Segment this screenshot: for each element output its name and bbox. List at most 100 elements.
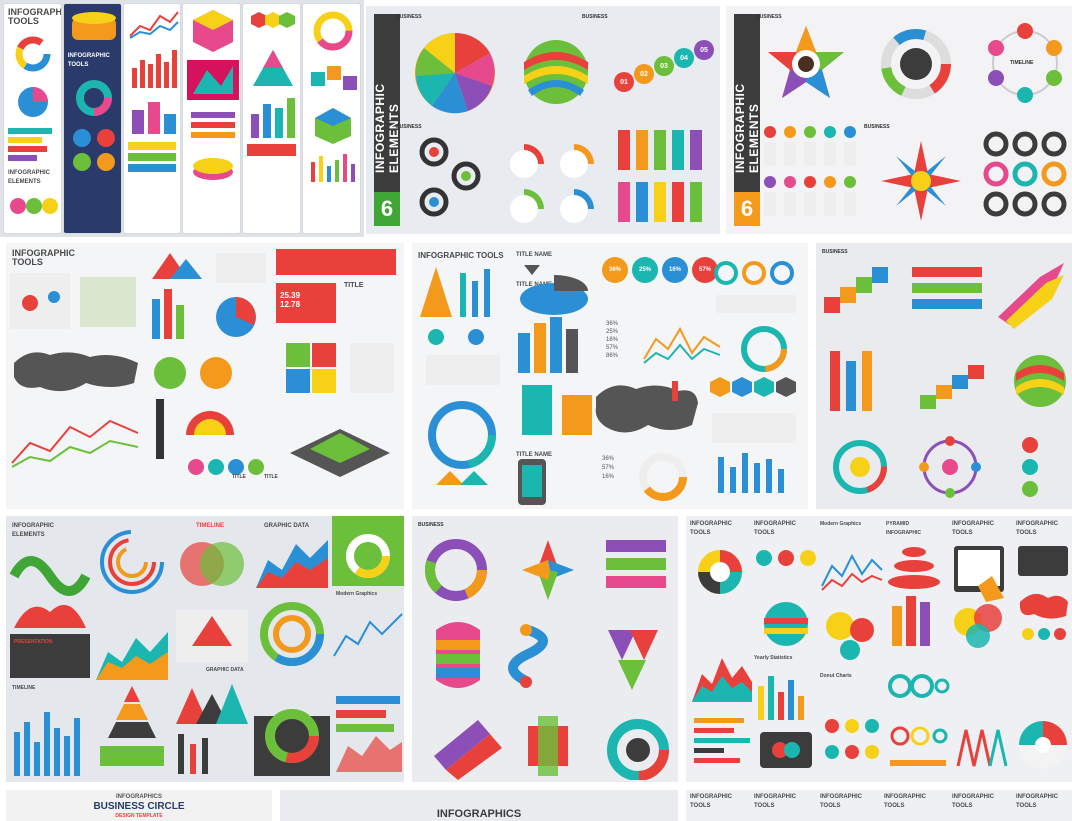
result-image-1[interactable]: INFOGRAPHIC TOOLS INFOGRAPHIC ELEMENTS <box>0 0 364 237</box>
panel-label: TITLE <box>264 474 278 480</box>
panel-label: TIMELINE <box>12 685 36 691</box>
circle-steps-icon <box>72 129 115 171</box>
section-label: TIMELINE <box>1010 60 1034 66</box>
panel-label: TITLE NAME <box>516 282 552 288</box>
venn-icon <box>180 542 244 586</box>
percent-item: 16% <box>602 474 615 480</box>
colorful-diagrams-icon <box>425 539 669 780</box>
panel-label: Donut Charts <box>820 673 852 679</box>
result-image-10[interactable]: INFOGRAPHICS BUSINESS CIRCLE DESIGN TEMP… <box>6 790 272 821</box>
phone-icon <box>518 459 546 505</box>
percent-chip: 16% <box>662 257 688 283</box>
panel-title: INFOGRAPHIC TOOLS <box>418 251 504 260</box>
result-image-8[interactable]: BUSINESS <box>412 516 678 782</box>
panel-title: TITLE <box>344 282 364 289</box>
circles-icon <box>10 198 58 214</box>
section-label: BUSINESS <box>756 14 782 20</box>
vertical-title: INFOGRAPHIC ELEMENTS <box>733 83 761 174</box>
donut-chart-icon <box>15 36 51 72</box>
bar-chart-icon <box>131 50 177 88</box>
step-marker: 02 <box>634 64 654 84</box>
map-pins-icon <box>10 273 136 329</box>
mountains-chart-icon <box>176 684 248 774</box>
radial-diagrams-icon <box>833 436 1038 498</box>
percent-chips: 36% 25% 16% 57% <box>602 257 718 283</box>
bars-icon <box>311 154 356 182</box>
result-image-11[interactable]: INFOGRAPHICS <box>280 790 678 821</box>
result-image-3[interactable]: INFOGRAPHIC ELEMENTS 6 BUSINESS BUSINESS… <box>726 6 1072 234</box>
section-label: BUSINESS <box>582 14 608 20</box>
step-marker: 04 <box>674 48 694 68</box>
starburst-icon <box>881 141 961 221</box>
panel-title: INFOGRAPHIC TOOLS <box>754 521 796 536</box>
hexagon-icon <box>193 10 234 52</box>
panel-title: INFOGRAPHIC TOOLS <box>952 794 994 809</box>
cylinder-chart-icon <box>71 12 116 40</box>
section-label: BUSINESS <box>418 522 444 528</box>
vertical-title: INFOGRAPHIC ELEMENTS <box>373 83 401 174</box>
percent-chip: 25% <box>632 257 658 283</box>
donut-overlay-icon <box>254 709 330 776</box>
result-image-5[interactable]: INFOGRAPHIC TOOLS TITLE NAME TITLE NAME … <box>412 243 808 509</box>
hexagons-icon <box>251 12 296 28</box>
tile-title: BUSINESS CIRCLE <box>93 801 185 812</box>
bars-list-icon <box>694 718 750 763</box>
donut-chart-icon <box>313 11 353 51</box>
panel-label: TIMELINE <box>196 523 224 529</box>
infographic-panel: INFOGRAPHIC TOOLS INFOGRAPHIC ELEMENTS <box>4 4 61 233</box>
step-arrows-icon <box>824 263 1064 329</box>
cubes-icon <box>311 66 358 90</box>
percent-item: 86% <box>606 353 619 359</box>
ring-chart-icon <box>260 602 324 666</box>
panel-label: GRAPHIC DATA <box>264 523 310 529</box>
ribbons-icon <box>830 351 1066 411</box>
hexagon-icon <box>315 108 352 144</box>
ring-row-icon <box>888 674 950 698</box>
section-label: BUSINESS <box>864 124 890 130</box>
wave-chart-icon <box>10 556 90 628</box>
panel-label: PRESENTATION <box>14 639 53 645</box>
stats-icon <box>890 726 948 766</box>
result-image-9[interactable]: INFOGRAPHIC TOOLS INFOGRAPHIC TOOLS Mode… <box>686 516 1072 782</box>
result-image-12[interactable]: INFOGRAPHIC TOOLS INFOGRAPHIC TOOLS INFO… <box>686 790 1072 821</box>
flow-diagram-icon <box>176 610 248 662</box>
striped-circle-icon <box>764 602 808 646</box>
line-chart-icon <box>333 613 403 657</box>
percent-item: 36% <box>606 321 619 327</box>
world-map-icon <box>595 381 698 433</box>
segmented-wheel-icon <box>415 32 495 114</box>
step-marker: 05 <box>694 40 714 60</box>
panel-title: INFOGRAPHIC TOOLS <box>754 794 796 809</box>
pyramid-icon <box>253 50 294 86</box>
area-chart-icon <box>256 540 328 588</box>
result-image-4[interactable]: INFOGRAPHIC TOOLS TITLE 25.39 12.7 <box>6 243 404 509</box>
world-map-icon <box>14 352 138 392</box>
option-cards-icon <box>618 130 702 222</box>
panel-label: Yearly Statistics <box>754 655 793 661</box>
tower-bars-icon <box>518 317 578 373</box>
percent-item: 57% <box>606 345 619 351</box>
panel-title: INFOGRAPHIC TOOLS <box>8 7 61 26</box>
donut-chart-icon <box>639 453 687 501</box>
charts-cluster-icon <box>152 253 266 339</box>
result-image-2[interactable]: INFOGRAPHIC ELEMENTS 6 BUSINESS BUSINESS… <box>366 6 720 234</box>
semicircle-icons <box>154 357 264 475</box>
area-chart-icon <box>692 658 752 702</box>
arrow-steps-band <box>276 249 396 275</box>
tablet-icon <box>954 546 1004 648</box>
panel-subtitle: INFOGRAPHIC ELEMENTS <box>8 170 50 185</box>
percent-item: 36% <box>602 456 615 462</box>
phone-chart-icon <box>760 732 812 768</box>
panel-label: TITLE NAME <box>516 252 552 258</box>
panel-title: INFOGRAPHIC TOOLS <box>690 794 732 809</box>
result-image-7[interactable]: INFOGRAPHIC ELEMENTS TIMELINE GRAPHIC DA… <box>6 516 404 782</box>
brand-label: INFOGRAPHICS <box>115 794 162 800</box>
dots-icon <box>756 550 816 566</box>
stat-box: 25.39 12.78 <box>276 283 336 323</box>
result-image-6[interactable]: BUSINESS <box>816 243 1072 509</box>
panel-title: INFOGRAPHIC TOOLS <box>1016 794 1058 809</box>
donut-chart-icon <box>346 534 390 578</box>
pie-chart-icon <box>698 550 742 594</box>
numbered-cards-icon <box>764 126 856 216</box>
bar-chart-icon <box>758 676 804 720</box>
